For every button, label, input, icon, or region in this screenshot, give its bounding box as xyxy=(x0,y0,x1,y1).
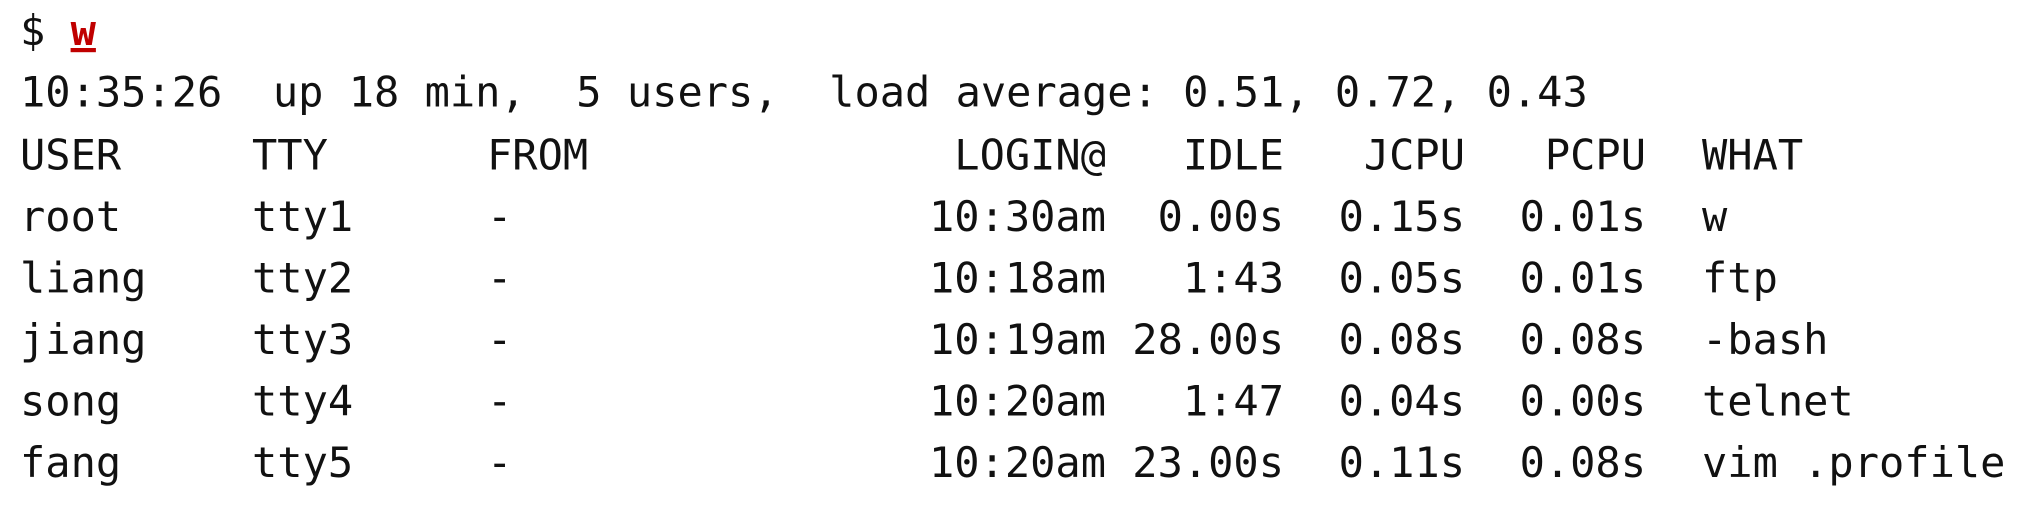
table-cell: 0.08s xyxy=(1520,438,1646,487)
process-table: USER TTY FROM LOGIN@ IDLE JCPU PCPU WHAT root tty… xyxy=(20,131,2005,488)
table-cell: - xyxy=(487,377,512,426)
column-header: JCPU xyxy=(1364,131,1465,180)
table-cell: song xyxy=(20,377,121,426)
table-cell: 10:20am xyxy=(929,377,1106,426)
table-cell: - xyxy=(487,315,512,364)
column-header: IDLE xyxy=(1183,131,1284,180)
table-cell: 0.00s xyxy=(1520,377,1646,426)
table-cell: 10:19am xyxy=(929,315,1106,364)
column-header: FROM xyxy=(487,131,588,180)
table-cell: tty3 xyxy=(252,315,353,364)
table-cell: 10:20am xyxy=(929,438,1106,487)
table-cell: 10:18am xyxy=(929,254,1106,303)
command: w xyxy=(71,6,97,55)
prompt: $ xyxy=(20,6,45,55)
table-cell: fang xyxy=(20,438,121,487)
table-cell: 0.11s xyxy=(1339,438,1465,487)
table-cell: vim .profile xyxy=(1702,438,2005,487)
table-cell: ftp xyxy=(1702,254,1778,303)
table-cell: - xyxy=(487,192,512,241)
table-cell: telnet xyxy=(1702,377,1854,426)
table-cell: w xyxy=(1702,192,1728,241)
table-cell: 23.00s xyxy=(1132,438,1284,487)
column-header: PCPU xyxy=(1545,131,1646,180)
column-header: USER xyxy=(20,131,122,180)
table-cell: 0.01s xyxy=(1520,192,1646,241)
table-cell: 10:30am xyxy=(929,192,1106,241)
table-cell: 1:43 xyxy=(1183,254,1284,303)
table-cell: 0.05s xyxy=(1339,254,1465,303)
table-cell: tty1 xyxy=(252,192,353,241)
table-cell: 28.00s xyxy=(1132,315,1284,364)
table-cell: jiang xyxy=(20,315,146,364)
table-cell: 0.08s xyxy=(1520,315,1646,364)
table-cell: 0.15s xyxy=(1339,192,1465,241)
prompt-line: $ w xyxy=(20,6,97,55)
column-header: TTY xyxy=(252,131,328,180)
column-header: LOGIN@ xyxy=(954,131,1106,180)
table-cell: 0.08s xyxy=(1339,315,1465,364)
table-cell: liang xyxy=(20,254,146,303)
table-cell: 0.00s xyxy=(1158,192,1284,241)
table-cell: 1:47 xyxy=(1183,377,1284,426)
table-cell: -bash xyxy=(1702,315,1828,364)
table-cell: tty5 xyxy=(252,438,353,487)
table-cell: - xyxy=(487,438,512,487)
table-cell: - xyxy=(487,254,512,303)
table-cell: root xyxy=(20,192,121,241)
table-cell: 0.01s xyxy=(1520,254,1646,303)
uptime-line: 10:35:26 up 18 min, 5 users, load averag… xyxy=(20,68,1588,117)
table-cell: 0.04s xyxy=(1339,377,1465,426)
column-header: WHAT xyxy=(1702,131,1803,180)
table-cell: tty4 xyxy=(252,377,353,426)
table-cell: tty2 xyxy=(252,254,353,303)
